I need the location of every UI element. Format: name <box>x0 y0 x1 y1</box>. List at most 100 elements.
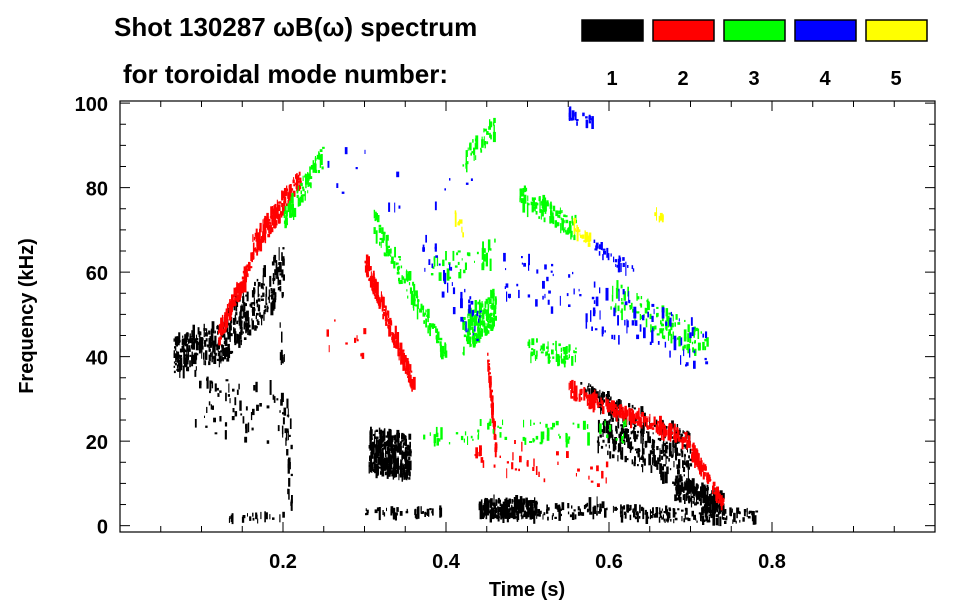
spectral-mark-mode-1 <box>658 454 661 462</box>
spectral-mark-mode-2 <box>521 441 523 452</box>
spectral-mark-mode-1 <box>547 516 549 521</box>
series-mode-4 <box>327 106 709 369</box>
spectral-mark-mode-1 <box>637 430 639 434</box>
spectral-mark-mode-1 <box>396 435 399 438</box>
spectral-mark-mode-1 <box>681 509 684 512</box>
spectral-mark-mode-2 <box>294 182 296 186</box>
legend-label-mode-3: 3 <box>748 68 759 90</box>
spectral-mark-mode-4 <box>572 271 574 275</box>
spectral-mark-mode-1 <box>480 499 483 504</box>
spectral-mark-mode-3 <box>454 265 458 268</box>
spectral-mark-mode-1 <box>373 433 376 445</box>
spectral-mark-mode-2 <box>240 281 243 285</box>
spectral-mark-mode-1 <box>173 370 176 374</box>
spectral-mark-mode-2 <box>722 497 725 503</box>
spectral-mark-mode-1 <box>587 385 589 392</box>
spectral-mark-mode-3 <box>441 345 445 354</box>
spectral-mark-mode-1 <box>369 438 372 444</box>
spectral-mark-mode-1 <box>391 447 393 451</box>
spectral-mark-mode-1 <box>407 451 410 456</box>
spectral-mark-mode-2 <box>696 459 699 465</box>
spectral-mark-mode-1 <box>286 414 290 417</box>
spectral-mark-mode-1 <box>408 467 411 474</box>
spectral-mark-mode-1 <box>392 444 395 447</box>
spectral-mark-mode-3 <box>471 151 473 154</box>
spectral-mark-mode-1 <box>710 513 713 519</box>
spectral-mark-mode-1 <box>173 338 175 342</box>
spectral-mark-mode-3 <box>377 216 379 221</box>
spectral-mark-mode-3 <box>309 166 311 177</box>
spectral-mark-mode-2 <box>640 413 642 418</box>
spectral-mark-mode-3 <box>492 131 496 143</box>
spectral-mark-mode-3 <box>307 173 311 180</box>
spectral-mark-mode-1 <box>264 511 266 523</box>
spectral-mark-mode-3 <box>620 310 622 314</box>
spectral-mark-mode-1 <box>616 508 618 511</box>
spectral-mark-mode-4 <box>428 259 431 265</box>
spectral-mark-mode-1 <box>213 355 217 364</box>
spectral-mark-mode-3 <box>310 182 312 188</box>
spectral-mark-mode-1 <box>391 458 393 465</box>
spectral-mark-mode-1 <box>546 504 548 509</box>
spectral-mark-mode-2 <box>569 380 572 389</box>
spectral-mark-mode-2 <box>408 363 410 371</box>
spectral-mark-mode-3 <box>291 192 294 204</box>
spectral-mark-mode-1 <box>668 508 672 512</box>
spectral-mark-mode-1 <box>737 511 741 514</box>
spectral-mark-mode-3 <box>297 185 299 192</box>
spectral-mark-mode-2 <box>382 296 385 308</box>
spectral-mark-mode-4 <box>597 246 599 249</box>
spectral-mark-mode-3 <box>558 433 560 436</box>
spectral-mark-mode-1 <box>530 507 533 512</box>
spectral-mark-mode-2 <box>410 381 412 389</box>
spectral-mark-mode-2 <box>280 211 284 215</box>
spectral-mark-mode-1 <box>675 429 677 435</box>
spectral-mark-mode-2 <box>557 461 559 465</box>
spectral-mark-mode-4 <box>542 280 545 289</box>
spectral-mark-mode-2 <box>404 355 407 363</box>
spectral-mark-mode-1 <box>253 385 256 391</box>
spectral-mark-mode-1 <box>405 510 409 514</box>
spectral-mark-mode-2 <box>673 423 676 433</box>
spectral-mark-mode-5 <box>576 228 579 242</box>
spectral-mark-mode-2 <box>617 412 620 415</box>
spectral-mark-mode-3 <box>561 210 563 213</box>
spectral-mark-mode-2 <box>394 333 397 337</box>
spectral-mark-mode-3 <box>433 256 436 267</box>
spectral-mark-mode-1 <box>711 495 714 503</box>
spectral-mark-mode-2 <box>601 470 603 476</box>
spectral-mark-mode-1 <box>189 360 191 368</box>
spectral-mark-mode-3 <box>301 186 305 189</box>
spectral-mark-mode-4 <box>595 245 597 250</box>
spectral-mark-mode-2 <box>389 320 393 323</box>
spectral-mark-mode-2 <box>693 456 696 462</box>
spectral-mark-mode-2 <box>512 452 514 461</box>
spectral-mark-mode-3 <box>385 235 388 247</box>
spectral-mark-mode-4 <box>571 110 575 121</box>
spectral-mark-mode-1 <box>639 430 642 434</box>
spectral-mark-mode-2 <box>368 277 371 281</box>
spectral-mark-mode-3 <box>527 341 529 346</box>
spectral-mark-mode-1 <box>657 437 660 441</box>
spectral-mark-mode-1 <box>673 482 677 486</box>
spectral-mark-mode-2 <box>271 215 274 226</box>
spectral-mark-mode-3 <box>546 435 550 441</box>
spectral-mark-mode-4 <box>689 348 691 358</box>
spectral-mark-mode-1 <box>191 344 193 349</box>
spectral-mark-mode-1 <box>603 399 606 403</box>
spectral-mark-mode-2 <box>236 290 238 295</box>
spectral-mark-mode-3 <box>489 418 492 426</box>
spectral-mark-mode-3 <box>492 429 495 434</box>
spectral-mark-mode-2 <box>511 462 514 470</box>
spectral-mark-mode-1 <box>211 341 213 345</box>
spectral-mark-mode-3 <box>470 313 474 326</box>
spectral-mark-mode-3 <box>543 431 545 440</box>
spectral-mark-mode-1 <box>377 459 379 474</box>
spectral-mark-mode-1 <box>599 389 601 398</box>
spectral-mark-mode-1 <box>269 514 271 520</box>
spectral-mark-mode-4 <box>675 337 677 341</box>
spectral-mark-mode-3 <box>662 323 664 327</box>
spectral-mark-mode-1 <box>739 519 741 523</box>
x-tick-label: 0.8 <box>758 551 786 573</box>
spectral-mark-mode-2 <box>693 445 696 457</box>
